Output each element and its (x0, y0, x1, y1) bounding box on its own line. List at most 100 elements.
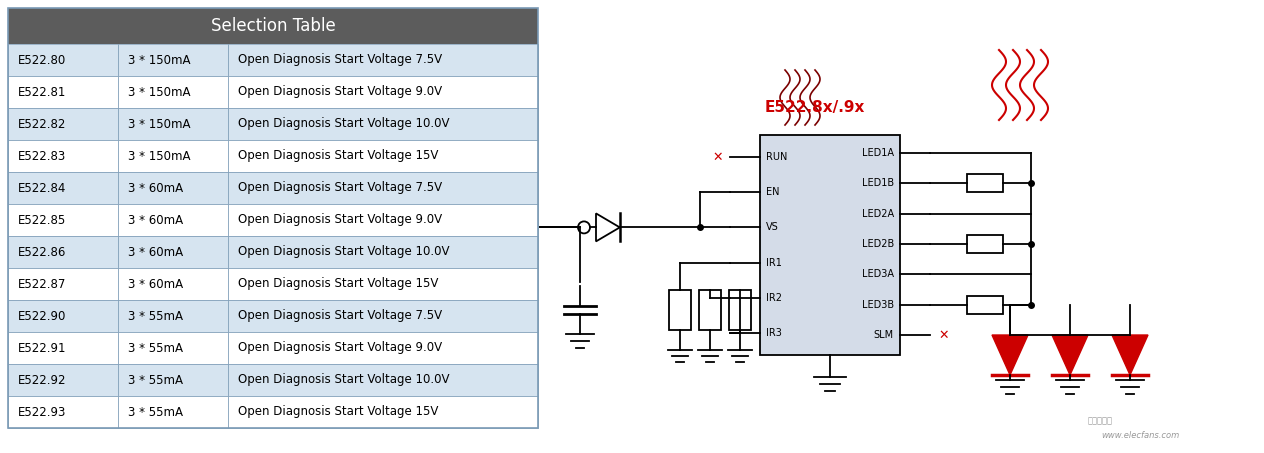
Bar (228, 44, 538, 76)
Bar (8, 8, 538, 428)
Text: Open Diagnosis Start Voltage 15V: Open Diagnosis Start Voltage 15V (238, 278, 439, 290)
Text: www.elecfans.com: www.elecfans.com (1101, 431, 1179, 440)
Text: 3 * 60mA: 3 * 60mA (128, 213, 183, 226)
Text: E522.87: E522.87 (18, 278, 67, 290)
Bar (8, 364, 118, 396)
Polygon shape (992, 335, 1028, 375)
Bar (118, 268, 228, 300)
Bar (8, 44, 118, 76)
Text: E522.85: E522.85 (18, 213, 66, 226)
Text: Selection Table: Selection Table (211, 17, 335, 35)
Bar (8, 300, 118, 332)
Bar (228, 268, 538, 300)
Bar (118, 172, 228, 204)
Text: E522.83: E522.83 (18, 149, 66, 163)
Text: 3 * 60mA: 3 * 60mA (128, 182, 183, 194)
Text: 3 * 60mA: 3 * 60mA (128, 246, 183, 259)
Text: E522.84: E522.84 (18, 182, 67, 194)
Bar (669, 290, 691, 330)
Text: E522.8x/.9x: E522.8x/.9x (765, 100, 866, 115)
Text: Open Diagnosis Start Voltage 10.0V: Open Diagnosis Start Voltage 10.0V (238, 117, 450, 130)
Bar (8, 396, 118, 428)
Text: RUN: RUN (766, 152, 787, 162)
Text: SLM: SLM (873, 330, 894, 340)
Text: LED1B: LED1B (862, 178, 894, 188)
Bar (8, 108, 118, 140)
Text: LED1A: LED1A (862, 148, 894, 158)
Text: LED3B: LED3B (862, 300, 894, 310)
Bar (228, 364, 538, 396)
Bar (699, 290, 720, 330)
Bar (118, 76, 228, 108)
Bar (8, 76, 118, 108)
Bar (118, 108, 228, 140)
Bar (760, 135, 900, 355)
Text: 3 * 150mA: 3 * 150mA (128, 149, 191, 163)
Text: E522.93: E522.93 (18, 405, 67, 419)
Text: Open Diagnosis Start Voltage 9.0V: Open Diagnosis Start Voltage 9.0V (238, 342, 442, 355)
Text: E522.81: E522.81 (18, 86, 67, 98)
Bar (228, 204, 538, 236)
Text: Open Diagnosis Start Voltage 9.0V: Open Diagnosis Start Voltage 9.0V (238, 213, 442, 226)
Text: 3 * 55mA: 3 * 55mA (128, 309, 183, 323)
Bar (228, 140, 538, 172)
Bar (8, 172, 118, 204)
Bar (228, 76, 538, 108)
Bar (228, 236, 538, 268)
Text: Open Diagnosis Start Voltage 10.0V: Open Diagnosis Start Voltage 10.0V (238, 374, 450, 386)
Text: Open Diagnosis Start Voltage 10.0V: Open Diagnosis Start Voltage 10.0V (238, 246, 450, 259)
Text: 3 * 55mA: 3 * 55mA (128, 374, 183, 386)
Text: IR3: IR3 (766, 328, 782, 338)
Text: 3 * 150mA: 3 * 150mA (128, 53, 191, 67)
Text: EN: EN (766, 187, 780, 197)
Bar (8, 236, 118, 268)
Text: Open Diagnosis Start Voltage 7.5V: Open Diagnosis Start Voltage 7.5V (238, 53, 442, 67)
Bar (118, 396, 228, 428)
Bar (118, 44, 228, 76)
Bar (729, 290, 751, 330)
Bar (228, 332, 538, 364)
Text: 3 * 55mA: 3 * 55mA (128, 405, 183, 419)
Text: VS: VS (766, 222, 779, 232)
Bar (8, 204, 118, 236)
Text: Open Diagnosis Start Voltage 9.0V: Open Diagnosis Start Voltage 9.0V (238, 86, 442, 98)
Bar (118, 236, 228, 268)
Bar (8, 268, 118, 300)
Bar (118, 332, 228, 364)
Bar (118, 140, 228, 172)
Text: 电子发烧友: 电子发烧友 (1087, 416, 1112, 425)
Text: LED2B: LED2B (862, 239, 894, 249)
Text: Open Diagnosis Start Voltage 15V: Open Diagnosis Start Voltage 15V (238, 405, 439, 419)
Text: Open Diagnosis Start Voltage 15V: Open Diagnosis Start Voltage 15V (238, 149, 439, 163)
Bar (967, 235, 1004, 253)
Text: E522.82: E522.82 (18, 117, 67, 130)
Text: 3 * 150mA: 3 * 150mA (128, 86, 191, 98)
Text: ✕: ✕ (939, 328, 949, 342)
Text: LED3A: LED3A (862, 270, 894, 280)
Bar (118, 364, 228, 396)
Bar (118, 204, 228, 236)
Text: E522.86: E522.86 (18, 246, 67, 259)
Bar (967, 174, 1004, 193)
Text: IR1: IR1 (766, 258, 782, 268)
Text: Open Diagnosis Start Voltage 7.5V: Open Diagnosis Start Voltage 7.5V (238, 182, 442, 194)
Bar (228, 172, 538, 204)
Bar (8, 332, 118, 364)
Bar (228, 108, 538, 140)
Text: 3 * 55mA: 3 * 55mA (128, 342, 183, 355)
Bar (118, 300, 228, 332)
Polygon shape (597, 213, 619, 241)
Text: 3 * 60mA: 3 * 60mA (128, 278, 183, 290)
Bar (967, 296, 1004, 313)
Text: IR2: IR2 (766, 293, 782, 303)
Bar (228, 396, 538, 428)
Text: ✕: ✕ (713, 150, 723, 164)
Bar (228, 300, 538, 332)
Text: E522.92: E522.92 (18, 374, 67, 386)
Text: E522.80: E522.80 (18, 53, 66, 67)
Bar (8, 8, 538, 44)
Text: E522.91: E522.91 (18, 342, 67, 355)
Polygon shape (1112, 335, 1148, 375)
Polygon shape (1052, 335, 1088, 375)
Text: Open Diagnosis Start Voltage 7.5V: Open Diagnosis Start Voltage 7.5V (238, 309, 442, 323)
